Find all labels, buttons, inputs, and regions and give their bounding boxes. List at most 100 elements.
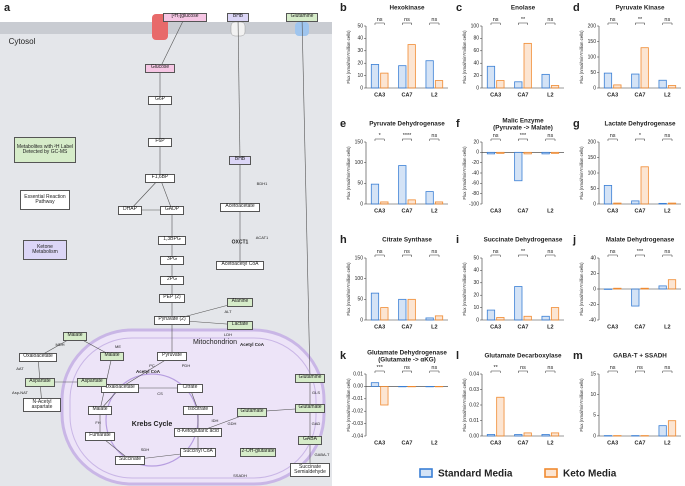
diagram-text: Acetyl CoA	[240, 342, 265, 347]
pathway-arrow	[237, 16, 241, 161]
bar	[550, 307, 560, 321]
panel-letter: i	[456, 234, 459, 246]
diagram-text: Asp-NAT	[12, 390, 28, 395]
pathway-arrow	[301, 16, 311, 379]
y-tick-label: 150	[355, 139, 364, 145]
diagram-text: MDH	[55, 342, 64, 347]
x-tick-label: CA3	[490, 208, 501, 214]
legend-swatch	[544, 468, 558, 478]
diagram-text: CS	[157, 391, 163, 396]
significance-bracket	[490, 254, 501, 257]
y-tick-label: -0.02	[352, 409, 364, 415]
chart-subtitle: (Glutamate -> αKG)	[378, 357, 436, 364]
x-tick-label: L2	[664, 324, 670, 330]
bar	[370, 382, 380, 387]
bar	[370, 292, 380, 321]
node-box: G6P	[148, 95, 172, 105]
node-box: 1,3BPG	[158, 235, 186, 245]
pathway-arrow	[119, 355, 173, 389]
node-box: Citrate	[177, 383, 203, 393]
bar	[640, 166, 649, 205]
node-box: Lactate	[227, 320, 253, 330]
significance-bracket	[545, 138, 556, 141]
node-label: Aspartate	[25, 377, 55, 387]
bar	[667, 420, 677, 437]
bar	[514, 81, 523, 89]
y-tick-label: 0	[593, 286, 596, 292]
legend-label: Keto Media	[563, 469, 617, 480]
y-tick-label: -40	[589, 317, 596, 323]
significance-label: ns	[664, 365, 670, 371]
y-tick-label: 40	[590, 255, 596, 261]
diagram-text: GABA-T	[315, 452, 330, 457]
x-tick-label: L2	[547, 440, 553, 446]
bar	[486, 151, 496, 155]
y-tick-label: 15	[590, 371, 596, 377]
significance-bracket	[545, 22, 556, 25]
pathway-arrow	[159, 177, 173, 211]
node-label: 1,3BPG	[158, 235, 186, 245]
significance-bracket	[635, 370, 645, 373]
significance-bracket	[374, 22, 385, 25]
bar	[370, 183, 380, 205]
node-box: Oxaloacetate	[101, 383, 139, 393]
significance-label: ns	[520, 365, 526, 371]
panel-letter: a	[4, 2, 11, 14]
y-tick-label: 10	[357, 73, 363, 79]
x-tick-label: CA3	[607, 440, 618, 446]
node-label: α-Ketoglutaric acid	[174, 427, 222, 437]
diagram-text: ALT	[224, 309, 232, 314]
y-axis-label: Flux (nmol/min*million cells)	[462, 30, 467, 84]
node-box: Glucose	[145, 63, 175, 73]
x-tick-label: L2	[431, 324, 437, 330]
significance-bracket	[374, 138, 385, 141]
y-axis-label: Flux (nmol/min*million cells)	[346, 146, 351, 200]
y-axis-label: Flux (nmol/min*million cells)	[346, 30, 351, 84]
node-label: 2-OH-glutarate	[240, 447, 276, 457]
y-tick-label: 30	[357, 48, 363, 54]
node-box: Aspartate	[77, 377, 107, 387]
y-tick-label: 100	[588, 170, 597, 176]
node-label: BHB	[229, 155, 251, 165]
node-box: Pyruvate	[157, 351, 187, 361]
node-box: Metabolites with ²H Label Detected by GC…	[14, 137, 76, 163]
significance-bracket	[635, 138, 645, 141]
node-label: Malate	[88, 405, 112, 415]
node-box: GADP	[160, 205, 184, 215]
diagram-text: Acetyl CoA	[136, 369, 161, 374]
x-tick-label: CA7	[517, 440, 528, 446]
x-tick-label: CA3	[607, 208, 618, 214]
significance-label: ns	[404, 249, 410, 255]
significance-label: ns	[404, 17, 410, 23]
bar	[667, 279, 677, 290]
y-tick-label: 80	[473, 36, 479, 42]
node-box: N-Acetyl aspartate	[23, 398, 61, 412]
significance-label: ns	[493, 17, 499, 23]
node-label: Ketone Metabolism	[23, 240, 67, 260]
node-box: Alanine	[227, 297, 253, 307]
chart-title: Glutamate Decarboxylase	[485, 353, 562, 360]
significance-bracket	[518, 22, 528, 25]
y-tick-label: 20	[357, 61, 363, 67]
bar	[631, 73, 640, 89]
node-label: DHAP	[118, 205, 142, 215]
significance-label: ns	[404, 365, 410, 371]
chart-title: Hexokinase	[389, 5, 424, 12]
significance-label: ns	[431, 365, 437, 371]
legend-label: Standard Media	[438, 469, 513, 480]
node-box: GABA	[298, 435, 322, 445]
node-label: F6P	[148, 137, 172, 147]
diagram-text: SSADH	[233, 473, 247, 478]
y-tick-label: -40	[472, 170, 479, 176]
bar	[667, 85, 677, 89]
y-tick-label: 0.01	[469, 418, 479, 424]
significance-bracket	[374, 370, 385, 373]
significance-bracket	[490, 22, 501, 25]
node-box: Glutamine	[295, 373, 325, 383]
diagram-text: GAD	[312, 421, 321, 426]
panel-letter: d	[573, 2, 580, 14]
x-tick-label: L2	[431, 440, 437, 446]
node-label: Pyruvate	[157, 351, 187, 361]
bar	[380, 201, 389, 205]
